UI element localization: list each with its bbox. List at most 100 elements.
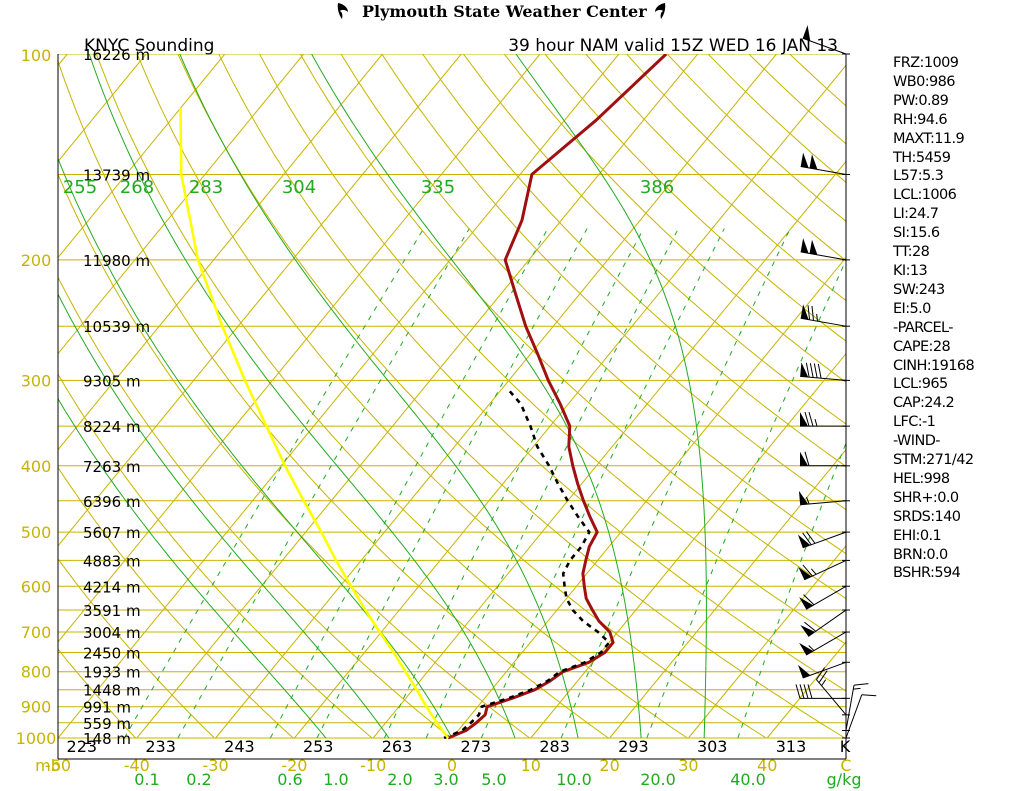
kelvin-label: 283: [539, 737, 570, 756]
series-parcel-lifted-curve: [179, 108, 450, 739]
height-label: 6396 m: [83, 493, 141, 511]
moist-adiabat-line: [88, 54, 516, 739]
moist-adiabat-line: [58, 157, 453, 739]
mixing-ratio-label: 40.0: [730, 770, 766, 789]
height-label: 8224 m: [83, 418, 141, 436]
dry-adiabat-line: [58, 173, 530, 739]
kelvin-label: 273: [461, 737, 492, 756]
wind-barb: [798, 559, 850, 581]
kelvin-label: 313: [776, 737, 807, 756]
sounding-index-row: EI:5.0: [893, 300, 931, 317]
mixing-ratio-unit-label: g/kg: [827, 770, 862, 789]
dry-adiabat-line: [58, 466, 294, 739]
psu-logo-icon: [654, 3, 665, 19]
height-label: 5607 m: [83, 524, 141, 542]
sounding-index-row: FRZ:1009: [893, 55, 959, 71]
wind-barb-flag: [803, 684, 809, 699]
wind-barb: [816, 667, 850, 716]
series-dewpoint: [443, 389, 611, 740]
series-temperature: [447, 54, 668, 740]
temperature-tick-label: -50: [45, 756, 71, 775]
isotherm-line: [372, 160, 846, 739]
kelvin-label: 223: [67, 737, 98, 756]
dry-adiabat-line: [544, 54, 846, 342]
wind-barb-pennant: [800, 304, 809, 320]
pressure-tick-label: 700: [21, 623, 52, 642]
theta-e-label: 268: [120, 177, 154, 198]
wind-barb-pennant: [800, 238, 809, 254]
height-label: 1933 m: [83, 664, 141, 682]
isotherm-line: [294, 64, 846, 739]
psu-logo-icon: [337, 3, 348, 19]
wind-barb: [798, 490, 850, 506]
dry-adiabat-line: [177, 54, 846, 739]
height-label: 7263 m: [83, 458, 141, 476]
isotherm-line: [58, 54, 541, 643]
pressure-tick-label: 500: [21, 523, 52, 542]
isotherm-line: [58, 54, 226, 259]
sounding-index-row: HEL:998: [893, 470, 950, 487]
mixing-ratio-line: [383, 228, 645, 739]
wind-barb-pennant: [799, 597, 814, 610]
wind-barb-flag: [807, 305, 811, 320]
mixing-ratio-label: 0.1: [134, 770, 159, 789]
center-header: Plymouth State Weather Center: [330, 0, 679, 22]
pressure-tick-label: 600: [21, 577, 52, 596]
height-label: 991 m: [83, 699, 131, 717]
wind-barb: [800, 238, 850, 261]
wind-barb-flag: [806, 531, 816, 544]
wind-barb-flag: [804, 451, 810, 466]
dry-adiabat-line: [58, 276, 452, 739]
wind-barb-flag: [795, 684, 801, 699]
isotherm-line: [58, 54, 620, 739]
wind-barb-staff: [800, 317, 847, 327]
wind-barb-staff: [800, 500, 847, 506]
wind-barb-half-flag: [806, 497, 810, 505]
height-label: 13739 m: [83, 166, 150, 184]
wind-barb-pennant: [799, 642, 814, 656]
height-label: 9305 m: [83, 372, 141, 390]
mixing-ratio-line: [480, 228, 725, 739]
mixing-ratio-label: 5.0: [481, 770, 506, 789]
wind-barb-flag: [804, 621, 817, 632]
pressure-tick-label: 200: [21, 251, 52, 270]
sounding-index-row: CAPE:28: [893, 338, 951, 355]
wind-barb-staff: [816, 679, 847, 716]
sounding-index-row: CINH:19168: [893, 357, 975, 374]
height-label: 148 m: [83, 730, 131, 748]
sounding-index-row: LCL:1006: [893, 187, 957, 204]
dry-adiabat-line: [58, 648, 136, 739]
theta-e-label: 304: [282, 177, 316, 198]
dry-adiabat-line: [95, 54, 688, 739]
mixing-ratio-label: 20.0: [640, 770, 676, 789]
sounding-index-row: KI:13: [893, 262, 928, 279]
wind-barb-pennant: [800, 451, 808, 466]
wind-barb-staff: [802, 531, 847, 549]
wind-barb: [800, 451, 850, 467]
height-label: 2450 m: [83, 645, 141, 663]
sounding-index-row: RH:94.6: [893, 111, 948, 128]
mixing-ratio-label: 10.0: [556, 770, 592, 789]
sounding-index-row: BSHR:594: [893, 565, 961, 582]
wind-barb-flag: [804, 412, 810, 427]
sounding-index-row: SW:243: [893, 281, 945, 298]
wind-barb: [799, 631, 850, 656]
kelvin-label: 253: [303, 737, 334, 756]
wind-barb-staff: [808, 609, 847, 637]
wind-barb-pennant: [809, 239, 818, 255]
mixing-ratio-line: [737, 441, 846, 739]
sounding-index-row: LCL:965: [893, 376, 948, 393]
isotherm-line: [136, 54, 699, 739]
wind-barb-half-flag: [853, 687, 861, 690]
height-label: 3004 m: [83, 624, 141, 642]
dry-adiabat-line: [748, 54, 846, 145]
wind-barb-flag: [799, 684, 805, 699]
wind-barb: [800, 412, 850, 427]
wind-barb: [800, 304, 850, 327]
dry-adiabat-line: [58, 373, 373, 739]
wind-barb-flag: [805, 362, 810, 378]
temperature-tick-label: -30: [203, 756, 229, 775]
pressure-tick-label: 100: [21, 46, 52, 65]
mixing-ratio-label: 0.2: [186, 770, 211, 789]
